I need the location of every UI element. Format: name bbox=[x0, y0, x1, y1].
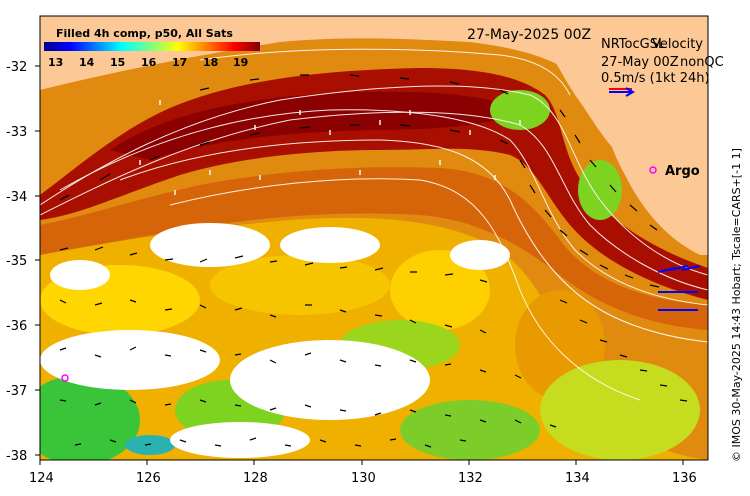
y-tick-label: -38 bbox=[6, 449, 27, 464]
y-tick-label: -35 bbox=[6, 254, 27, 269]
x-tick-label: 136 bbox=[672, 471, 697, 486]
colorbar-tick: 14 bbox=[79, 56, 95, 69]
colorbar bbox=[44, 42, 260, 51]
x-tick-label: 124 bbox=[29, 471, 54, 486]
colorbar-tick: 19 bbox=[233, 56, 248, 69]
date-label: 27-May-2025 00Z bbox=[467, 27, 591, 43]
y-tick-label: -32 bbox=[6, 60, 27, 75]
argo-marker bbox=[649, 166, 657, 174]
y-tick-label: -37 bbox=[6, 384, 27, 399]
drifter-marks bbox=[139, 100, 521, 195]
legend-source: NRTocGSL bbox=[601, 37, 666, 52]
y-tick-label: -33 bbox=[6, 125, 27, 140]
legend-date: 27-May 00Z bbox=[601, 55, 679, 70]
velocity-legend: NRTocGSL Velocity 27-May 00Z nonQC 0.5m/… bbox=[601, 37, 724, 97]
sst-field bbox=[40, 16, 708, 460]
x-axis: 124 126 128 130 132 134 136 bbox=[29, 460, 697, 486]
argo-marker bbox=[61, 374, 69, 382]
x-tick-label: 134 bbox=[565, 471, 590, 486]
velocity-vectors bbox=[59, 74, 688, 448]
x-tick-label: 130 bbox=[351, 471, 376, 486]
legend-qc: nonQC bbox=[680, 55, 724, 70]
colorbar-tick: 17 bbox=[172, 56, 187, 69]
y-axis: -32 -33 -34 -35 -36 -37 -38 bbox=[6, 60, 40, 464]
colorbar-ticks: 13 14 15 16 17 18 19 bbox=[48, 56, 248, 69]
argo-label: Argo bbox=[665, 164, 700, 179]
colorbar-tick: 13 bbox=[48, 56, 63, 69]
y-tick-label: -34 bbox=[6, 190, 27, 205]
x-tick-label: 132 bbox=[458, 471, 483, 486]
colorbar-tick: 15 bbox=[110, 56, 125, 69]
colorbar-title: Filled 4h comp, p50, All Sats bbox=[56, 27, 233, 40]
colorbar-tick: 18 bbox=[203, 56, 218, 69]
contour-lines bbox=[40, 48, 708, 401]
legend-arrow bbox=[609, 87, 636, 97]
legend-velocity: Velocity bbox=[652, 37, 703, 52]
plot-frame bbox=[39, 15, 709, 461]
y-tick-label: -36 bbox=[6, 319, 27, 334]
colorbar-tick: 16 bbox=[141, 56, 157, 69]
observed-velocity-arrows bbox=[657, 265, 701, 311]
x-tick-label: 126 bbox=[136, 471, 161, 486]
legend-scale: 0.5m/s (1kt 24h) bbox=[601, 71, 710, 86]
x-tick-label: 128 bbox=[243, 471, 268, 486]
credit-text: © IMOS 30-May-2025 14:43 Hobart; Tscale=… bbox=[730, 148, 743, 462]
